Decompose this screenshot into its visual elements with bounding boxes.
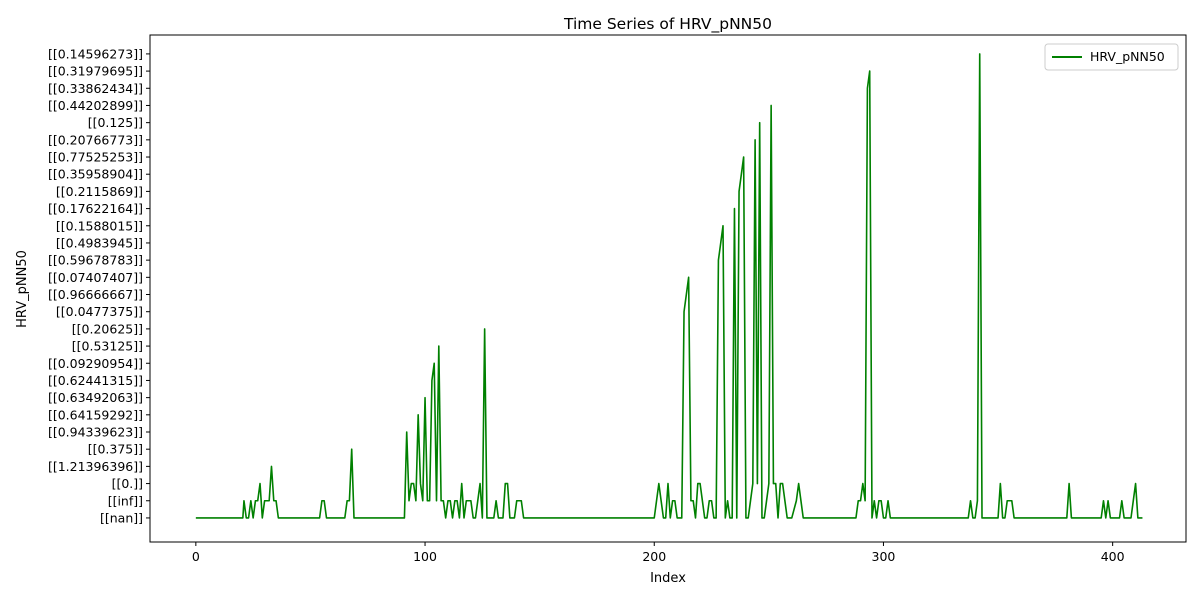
x-axis-title: Index xyxy=(650,571,686,586)
y-axis-title: HRV_pNN50 xyxy=(15,250,30,328)
y-tick-label: [[0.96666667]] xyxy=(48,287,143,302)
y-tick-label: [[0.62441315]] xyxy=(48,373,143,388)
x-axis: 0 100 200 300 400 xyxy=(192,542,1125,564)
y-tick-label: [[0.0477375]] xyxy=(56,304,143,319)
x-tick-label: 400 xyxy=(1101,549,1125,564)
y-tick-label: [[0.64159292]] xyxy=(48,407,143,422)
x-tick-label: 300 xyxy=(872,549,896,564)
y-tick-label: [[0.31979695]] xyxy=(48,64,143,79)
x-tick-label: 200 xyxy=(642,549,666,564)
y-tick-label: [[1.21396396]] xyxy=(48,459,143,474)
legend-box xyxy=(1044,43,1179,71)
chart-title: Time Series of HRV_pNN50 xyxy=(563,15,772,34)
legend: HRV_pNN50 xyxy=(1044,43,1179,71)
legend-label: HRV_pNN50 xyxy=(1090,49,1165,64)
y-tick-label: [[0.20625]] xyxy=(72,321,143,336)
y-tick-label: [[0.44202899]] xyxy=(48,98,143,113)
y-tick-label: [[0.35958904]] xyxy=(48,167,143,182)
x-tick-label: 0 xyxy=(192,549,200,564)
y-tick-label: [[0.4983945]] xyxy=(56,235,143,250)
y-tick-label: [[0.2115869]] xyxy=(56,184,143,199)
y-tick-label: [[0.125]] xyxy=(88,115,143,130)
series-line-hrv-pnn50 xyxy=(195,53,1143,519)
y-axis: [[nan]] [[inf]] [[0.]] [[1.21396396]] [[0.37… xyxy=(48,46,150,525)
y-tick-label: [[0.09290954]] xyxy=(48,356,143,371)
plot-area xyxy=(150,35,1186,542)
y-tick-label: [[0.94339623]] xyxy=(48,425,143,440)
y-tick-label: [[nan]] xyxy=(100,510,143,525)
series-layer xyxy=(195,53,1143,519)
y-tick-label: [[0.77525253]] xyxy=(48,150,143,165)
x-tick-label: 100 xyxy=(413,549,437,564)
y-tick-label: [[0.1588015]] xyxy=(56,218,143,233)
y-tick-label: [[0.33862434]] xyxy=(48,81,143,96)
y-tick-label: [[0.63492063]] xyxy=(48,390,143,405)
y-tick-label: [[0.17622164]] xyxy=(48,201,143,216)
y-tick-label: [[0.07407407]] xyxy=(48,270,143,285)
y-tick-label: [[0.]] xyxy=(112,476,143,491)
plot-frame xyxy=(149,34,1187,543)
y-tick-label: [[0.14596273]] xyxy=(48,46,143,61)
y-tick-label: [[0.20766773]] xyxy=(48,132,143,147)
y-tick-label: [[0.375]] xyxy=(88,442,143,457)
y-tick-label: [[0.53125]] xyxy=(72,339,143,354)
y-tick-label: [[inf]] xyxy=(108,493,143,508)
y-tick-label: [[0.59678783]] xyxy=(48,253,143,268)
